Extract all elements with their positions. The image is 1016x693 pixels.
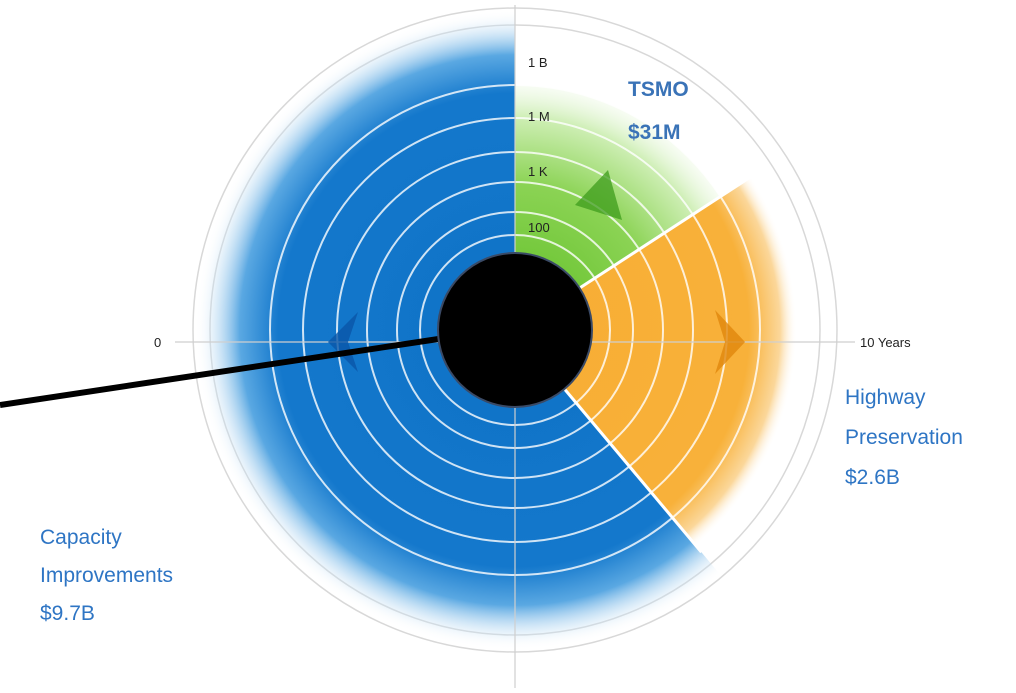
- capacity-amount: $9.7B: [40, 602, 95, 625]
- highway-amount: $2.6B: [845, 466, 900, 489]
- pointer-line: [0, 335, 446, 408]
- tsmo-arrow-icon: [575, 170, 622, 220]
- tsmo-label: TSMO: [628, 78, 689, 101]
- capacity-arrow-icon: [328, 312, 358, 372]
- tick-label-1b: 1 B: [528, 55, 548, 70]
- tick-label-1k: 1 K: [528, 164, 548, 179]
- highway-arrow-icon: [715, 310, 745, 374]
- tick-label-100: 100: [528, 220, 550, 235]
- capacity-label-line1: Capacity: [40, 526, 122, 549]
- highway-preservation-sector: [515, 175, 799, 548]
- capacity-label-line2: Improvements: [40, 564, 174, 587]
- tick-label-1m: 1 M: [528, 109, 550, 124]
- tsmo-amount: $31M: [628, 121, 681, 144]
- axis-start-label: 0: [154, 335, 161, 350]
- axis-end-label: 10 Years: [860, 335, 911, 350]
- center-hub: [437, 252, 593, 408]
- highway-label-line2: Preservation: [845, 426, 963, 449]
- highway-label-line1: Highway: [845, 386, 926, 409]
